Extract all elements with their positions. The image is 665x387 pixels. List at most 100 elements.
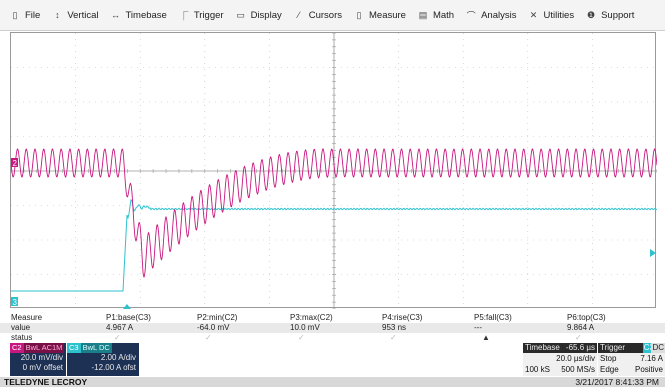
- status-footer: TELEDYNE LECROY 3/21/2017 8:41:33 PM: [0, 377, 665, 387]
- measure-param-value: -64.0 mV: [197, 323, 230, 332]
- channel-2-trace: [11, 147, 657, 279]
- trigger-channel: C3: [642, 343, 655, 353]
- channel-2-marker-label: 2: [13, 159, 18, 168]
- brand-logo: TELEDYNE LECROY: [4, 377, 88, 387]
- channel-2-descriptor[interactable]: C2 BwL AC1M 20.0 mV/div 0 mV offset: [10, 343, 66, 376]
- measure-row-label: Measure: [11, 313, 43, 322]
- menu-label: Utilities: [543, 9, 575, 21]
- menu-item-vertical[interactable]: ↕ Vertical: [46, 4, 104, 26]
- c3-tag: C3: [67, 343, 81, 353]
- trigger-type: Edge: [600, 365, 619, 374]
- menu-item-file[interactable]: ▯ File: [4, 4, 46, 26]
- trigger-level-arrow: [650, 249, 656, 257]
- measure-value-row: value 4.967 A -64.0 mV 10.0 mV 953 ns --- 9.8…: [0, 323, 665, 333]
- check-icon: ✓: [114, 333, 121, 342]
- menu-label: Trigger: [193, 9, 224, 21]
- vertical-arrows-icon: ↕: [55, 10, 60, 20]
- trigger-label: Trigger: [600, 343, 626, 352]
- trigger-slope: Positive: [634, 365, 663, 374]
- c3-vdiv: 2.00 A/div: [100, 353, 136, 362]
- check-icon: ✓: [298, 333, 305, 342]
- measure-param-value: 9.864 A: [567, 323, 595, 332]
- menu-label: Support: [601, 9, 635, 21]
- menu-item-analysis[interactable]: ⌒ Analysis: [460, 4, 522, 26]
- value-row-label: value: [11, 323, 31, 332]
- menu-item-measure[interactable]: ▯ Measure: [348, 4, 412, 26]
- menu-label: Vertical: [67, 9, 99, 21]
- menu-item-utilities[interactable]: ✕ Utilities: [522, 4, 580, 26]
- timebase-delay: -65.6 µs: [565, 343, 595, 352]
- waveform-grid: 23: [11, 33, 657, 309]
- menu-label: Analysis: [481, 9, 517, 21]
- measure-param-value: 10.0 mV: [290, 323, 320, 332]
- trigger-level: 7.16 A: [640, 354, 663, 363]
- timebase-rate: 500 MS/s: [561, 365, 595, 374]
- channel-3-descriptor[interactable]: C3 BwL DC 2.00 A/div -12.00 A ofst: [67, 343, 139, 376]
- trigger-time-arrow: [123, 304, 131, 309]
- menu-label: Measure: [369, 9, 406, 21]
- display-icon: ▭: [236, 9, 245, 20]
- channel-3-marker: [11, 297, 18, 306]
- measure-status-row: status ✓ ✓ ✓ ✓ ▲ ✓: [0, 333, 665, 343]
- math-icon: ▤: [418, 9, 428, 20]
- measure-param-name[interactable]: P6:top(C3): [567, 313, 606, 322]
- channel-2-marker: [11, 158, 18, 167]
- menu-label: Timebase: [125, 9, 167, 21]
- warning-triangle-icon: ▲: [482, 333, 490, 342]
- measure-param-name[interactable]: P3:max(C2): [290, 313, 333, 322]
- measure-param-value: ---: [474, 323, 482, 332]
- timebase-tdiv: 20.0 µs/div: [556, 354, 595, 363]
- info-icon: ❶: [587, 9, 596, 20]
- measure-icon: ▯: [356, 9, 362, 20]
- menu-item-cursors[interactable]: ⁄ Cursors: [288, 4, 348, 26]
- wrench-icon: ✕: [529, 9, 538, 20]
- measure-param-value: 953 ns: [382, 323, 407, 332]
- check-icon: ✓: [390, 333, 397, 342]
- measure-param-name[interactable]: P2:min(C2): [197, 313, 238, 322]
- trigger-mode: Stop: [600, 354, 617, 363]
- date-time: 3/21/2017 8:41:33 PM: [575, 377, 659, 387]
- channel-3-trace: [11, 199, 657, 292]
- c2-vdiv: 20.0 mV/div: [20, 353, 63, 362]
- timebase-header: Timebase -65.6 µs: [523, 343, 597, 353]
- timebase-samples: 100 kS: [525, 365, 550, 374]
- c2-coupling: BwL AC1M: [23, 343, 65, 353]
- c3-offset: -12.00 A ofst: [91, 363, 136, 372]
- menu-item-trigger[interactable]: ⎾ Trigger: [173, 4, 230, 26]
- menu-bar: ▯ File ↕ Vertical ↔ Timebase ⎾ Trigger ▭ Display ⁄…: [0, 0, 665, 31]
- trigger-icon: ⎾: [179, 10, 189, 21]
- menu-label: Display: [250, 9, 282, 21]
- trigger-coupling: DC: [651, 343, 665, 353]
- menu-item-display[interactable]: ▭ Display: [230, 4, 288, 26]
- measure-param-name[interactable]: P1:base(C3): [106, 313, 151, 322]
- c2-offset: 0 mV offset: [22, 363, 63, 372]
- timebase-trigger-panel[interactable]: Timebase -65.6 µs Trigger C3 DC 20.0 µs/…: [523, 343, 665, 376]
- menu-item-math[interactable]: ▤ Math: [412, 4, 460, 26]
- c3-coupling: BwL DC: [80, 343, 112, 353]
- descriptor-bar: C2 BwL AC1M 20.0 mV/div 0 mV offset C3 BwL…: [0, 343, 665, 377]
- check-icon: ✓: [575, 333, 582, 342]
- menu-item-timebase[interactable]: ↔ Timebase: [104, 4, 172, 26]
- measure-param-name[interactable]: P4:rise(C3): [382, 313, 423, 322]
- c2-tag: C2: [10, 343, 24, 353]
- trigger-body: Stop 7.16 A Edge Positive: [598, 353, 665, 376]
- measure-name-row: Measure P1:base(C3) P2:min(C2) P3:max(C2) P…: [0, 313, 665, 323]
- menu-item-support[interactable]: ❶ Support: [580, 4, 640, 26]
- horizontal-arrows-icon: ↔: [110, 10, 120, 20]
- analysis-icon: ⌒: [466, 10, 476, 21]
- menu-label: File: [25, 9, 41, 21]
- measure-param-name[interactable]: P5:fall(C3): [474, 313, 512, 322]
- channel-3-marker-label: 3: [13, 298, 18, 307]
- menu-label: Cursors: [308, 9, 342, 21]
- trigger-header: Trigger C3 DC: [598, 343, 665, 353]
- timebase-body: 20.0 µs/div 100 kS 500 MS/s: [523, 353, 597, 376]
- check-icon: ✓: [205, 333, 212, 342]
- measurement-table: Measure P1:base(C3) P2:min(C2) P3:max(C2) P…: [0, 313, 665, 343]
- timebase-label: Timebase: [525, 343, 560, 352]
- menu-label: Math: [432, 9, 455, 21]
- status-row-label: status: [11, 333, 33, 342]
- cursor-icon: ⁄: [297, 10, 300, 20]
- file-icon: ▯: [12, 9, 18, 20]
- measure-param-value: 4.967 A: [106, 323, 134, 332]
